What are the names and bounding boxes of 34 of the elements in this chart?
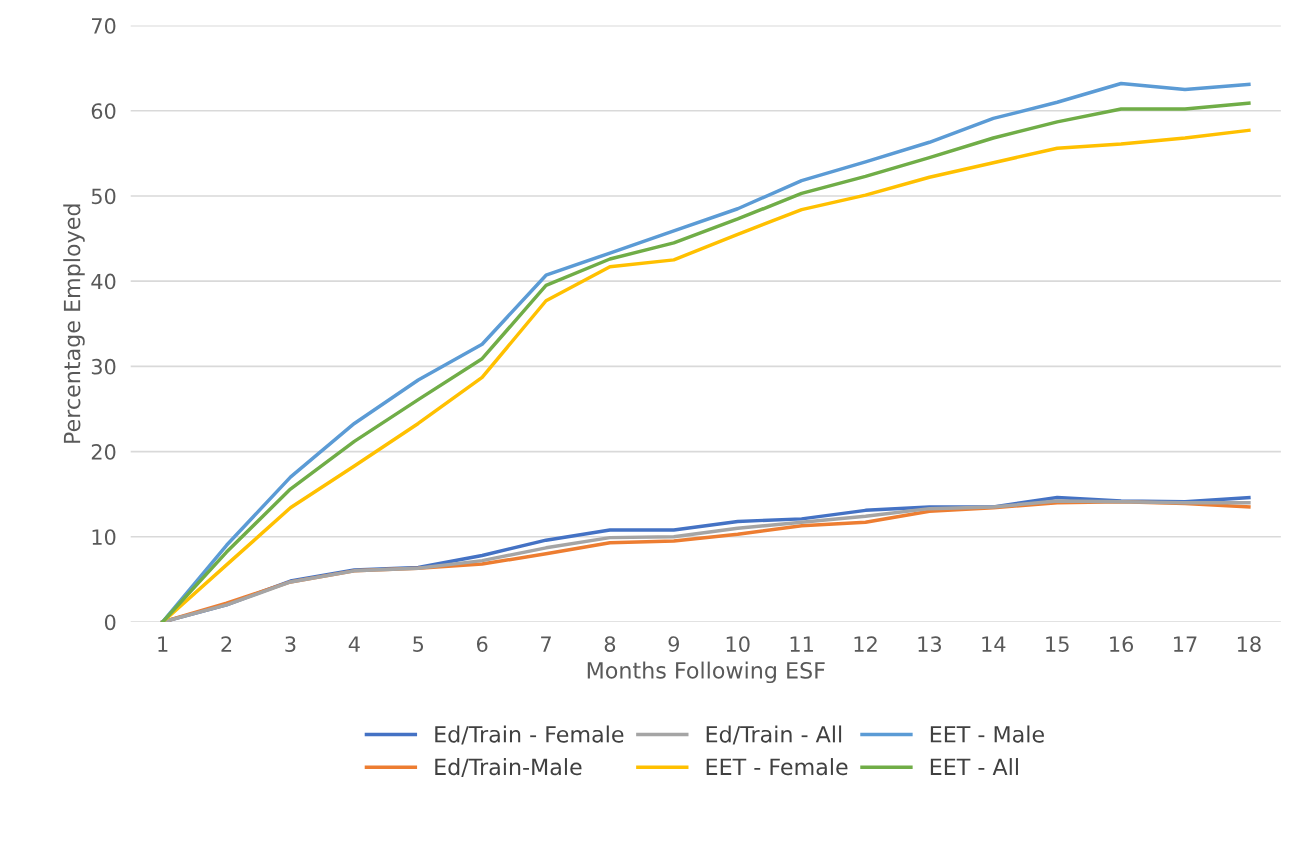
x-tick-label: 7 bbox=[541, 636, 551, 652]
y-tick-label: 70 bbox=[92, 18, 116, 34]
x-tick-label: 9 bbox=[668, 636, 679, 652]
x-tick-label: 17 bbox=[1174, 636, 1197, 652]
legend-label: EET - Male bbox=[930, 725, 1044, 743]
x-tick-label: 18 bbox=[1237, 636, 1261, 652]
x-axis-title: Months Following ESF bbox=[587, 661, 825, 684]
x-tick-label: 11 bbox=[790, 636, 813, 652]
x-tick-label: 6 bbox=[476, 636, 488, 652]
legend-label: EET - All bbox=[930, 758, 1018, 775]
y-tick-label: 0 bbox=[104, 614, 116, 631]
y-tick-label: 30 bbox=[91, 358, 116, 375]
y-axis-title: Percentage Employed bbox=[63, 204, 85, 443]
x-tick-label: 10 bbox=[726, 636, 750, 652]
x-tick-label: 2 bbox=[221, 636, 232, 652]
x-tick-label: 15 bbox=[1046, 636, 1069, 652]
x-tick-label: 12 bbox=[854, 636, 877, 652]
y-tick-label: 10 bbox=[92, 529, 116, 545]
x-tick-label: 13 bbox=[918, 636, 942, 652]
x-tick-label: 3 bbox=[285, 636, 296, 652]
legend-label: Ed/Train-Male bbox=[435, 758, 582, 778]
x-tick-label: 14 bbox=[982, 636, 1006, 652]
y-tick-label: 60 bbox=[91, 103, 116, 119]
x-tick-label: 5 bbox=[413, 636, 424, 652]
y-tick-label: 40 bbox=[91, 273, 116, 290]
legend-label: Ed/Train - All bbox=[706, 725, 842, 745]
y-tick-label: 20 bbox=[91, 444, 116, 460]
legend-label: EET - Female bbox=[706, 758, 848, 776]
x-tick-label: 8 bbox=[604, 636, 616, 652]
x-tick-label: 1 bbox=[158, 636, 168, 652]
legend-label: Ed/Train - Female bbox=[435, 725, 624, 745]
y-tick-label: 50 bbox=[91, 188, 116, 205]
x-tick-label: 4 bbox=[348, 636, 360, 652]
x-tick-label: 16 bbox=[1110, 636, 1134, 652]
